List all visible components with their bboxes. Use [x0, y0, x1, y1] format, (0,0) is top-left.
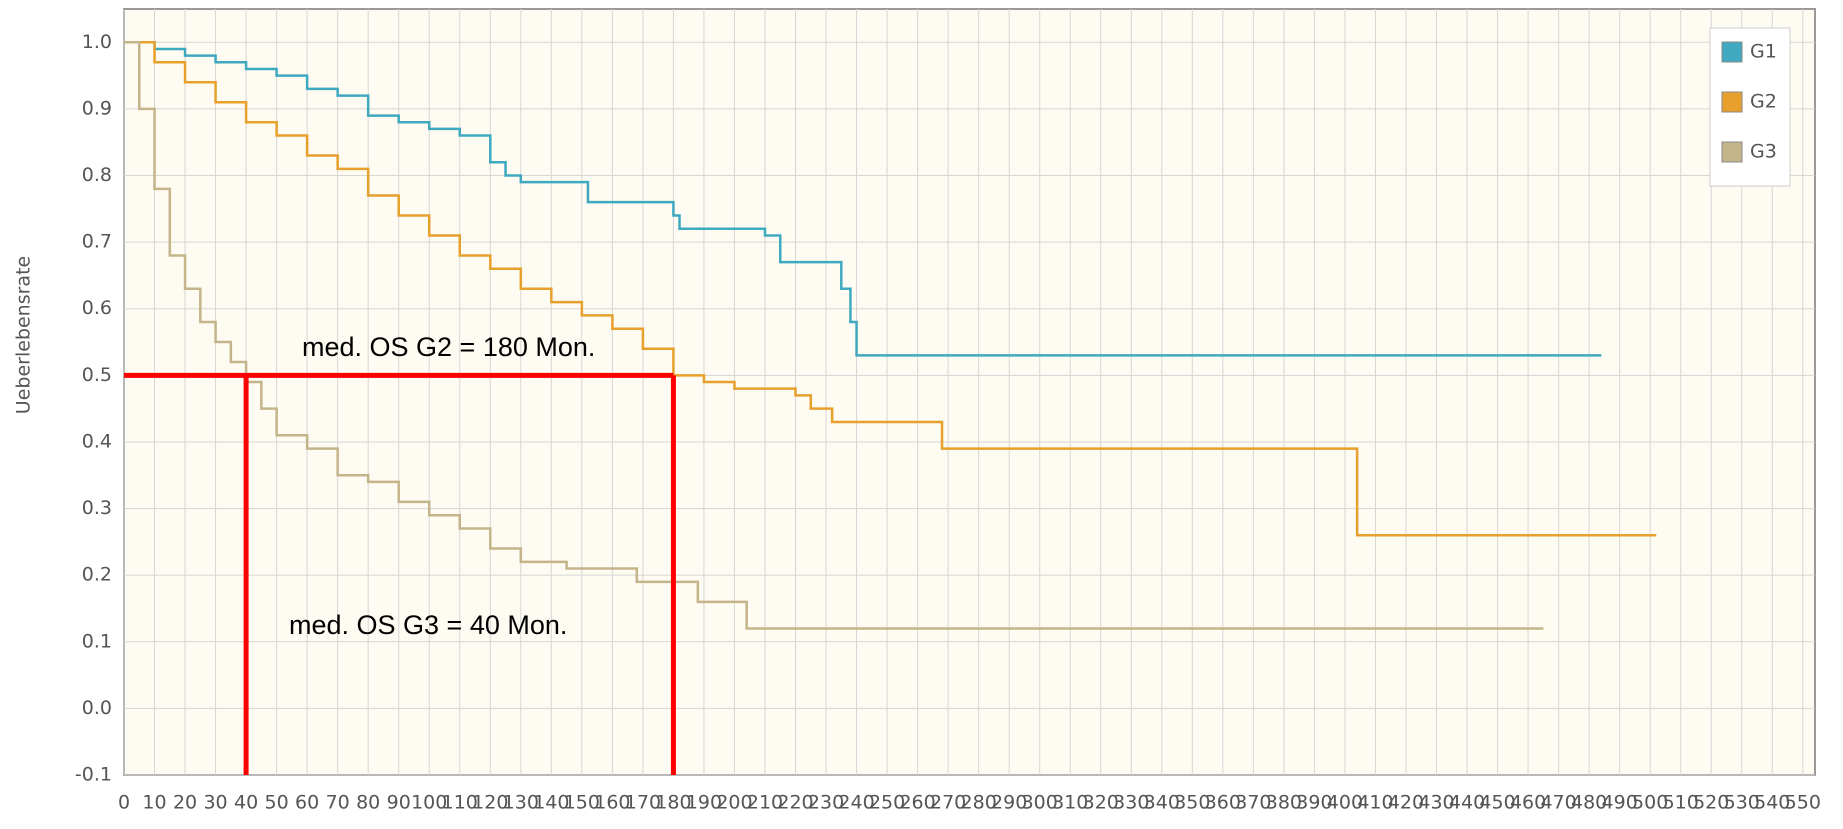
x-tick-label: 60: [295, 792, 319, 814]
x-tick-label: 370: [1235, 792, 1271, 814]
survival-curve: [124, 41, 1602, 357]
x-tick-label: 10: [142, 792, 166, 814]
x-tick-label: 30: [203, 792, 227, 814]
x-tick-label: 180: [655, 792, 691, 814]
x-tick-label: 90: [387, 792, 411, 814]
x-tick-label: 200: [716, 792, 752, 814]
x-tick-label: 280: [961, 792, 997, 814]
x-tick-label: 390: [1296, 792, 1332, 814]
x-tick-label: 320: [1083, 792, 1119, 814]
x-tick-label: 490: [1602, 792, 1638, 814]
x-tick-label: 540: [1754, 792, 1790, 814]
x-tick-label: 410: [1357, 792, 1393, 814]
y-tick-label: 0.7: [82, 231, 112, 253]
y-tick-label: 0.5: [82, 364, 112, 386]
x-tick-label: 290: [991, 792, 1027, 814]
y-tick-label: 0.9: [82, 97, 112, 119]
x-tick-label: 360: [1205, 792, 1241, 814]
x-tick-label: 420: [1388, 792, 1424, 814]
legend-swatch: [1721, 41, 1743, 63]
legend-swatch: [1721, 141, 1743, 163]
x-tick-label: 520: [1693, 792, 1729, 814]
x-tick-label: 150: [564, 792, 600, 814]
x-tick-label: 510: [1663, 792, 1699, 814]
x-tick-label: 100: [411, 792, 447, 814]
y-tick-label: 0.4: [82, 430, 112, 452]
x-tick-label: 130: [503, 792, 539, 814]
x-tick-label: 330: [1113, 792, 1149, 814]
annotation: med. OS G2 = 180 Mon.: [302, 332, 595, 362]
x-tick-label: 470: [1540, 792, 1576, 814]
plot-area: [123, 8, 1816, 776]
x-tick-label: 440: [1449, 792, 1485, 814]
x-tick-label: 550: [1785, 792, 1821, 814]
x-tick-label: 350: [1174, 792, 1210, 814]
x-tick-label: 50: [265, 792, 289, 814]
x-tick-label: 210: [747, 792, 783, 814]
survival-curve: [124, 41, 1657, 537]
x-tick-label: 310: [1052, 792, 1088, 814]
survival-curve: [124, 41, 1544, 630]
annotation: med. OS G3 = 40 Mon.: [289, 610, 567, 640]
x-tick-label: 40: [234, 792, 258, 814]
x-tick-label: 0: [118, 792, 130, 814]
y-tick-label: 0.3: [82, 497, 112, 519]
x-tick-label: 450: [1479, 792, 1515, 814]
y-tick-label: -0.1: [75, 764, 112, 786]
legend-label: G3: [1750, 141, 1777, 163]
x-tick-label: 110: [442, 792, 478, 814]
x-tick-label: 220: [777, 792, 813, 814]
x-tick-label: 380: [1266, 792, 1302, 814]
x-tick-label: 400: [1327, 792, 1363, 814]
y-tick-label: 0.6: [82, 297, 112, 319]
x-tick-label: 20: [173, 792, 197, 814]
x-tick-label: 480: [1571, 792, 1607, 814]
x-tick-label: 170: [625, 792, 661, 814]
x-tick-label: 140: [533, 792, 569, 814]
legend-label: G2: [1750, 91, 1777, 113]
x-tick-label: 160: [594, 792, 630, 814]
y-tick-label: 0.0: [82, 697, 112, 719]
x-tick-label: 230: [808, 792, 844, 814]
x-tick-label: 190: [686, 792, 722, 814]
x-tick-label: 300: [1022, 792, 1058, 814]
y-axis-label: Ueberlebensrate: [13, 256, 35, 414]
x-tick-label: 250: [869, 792, 905, 814]
x-tick-label: 530: [1724, 792, 1760, 814]
legend-label: G1: [1750, 41, 1777, 63]
x-tick-label: 500: [1632, 792, 1668, 814]
legend-swatch: [1721, 91, 1743, 113]
y-tick-label: 0.2: [82, 564, 112, 586]
x-tick-label: 270: [930, 792, 966, 814]
y-tick-label: 0.1: [82, 630, 112, 652]
x-tick-label: 460: [1510, 792, 1546, 814]
x-tick-label: 340: [1144, 792, 1180, 814]
x-tick-label: 240: [838, 792, 874, 814]
x-tick-label: 80: [356, 792, 380, 814]
y-tick-label: 1.0: [82, 31, 112, 53]
x-tick-label: 260: [899, 792, 935, 814]
x-tick-label: 70: [326, 792, 350, 814]
y-tick-label: 0.8: [82, 164, 112, 186]
x-tick-label: 430: [1418, 792, 1454, 814]
x-tick-label: 120: [472, 792, 508, 814]
